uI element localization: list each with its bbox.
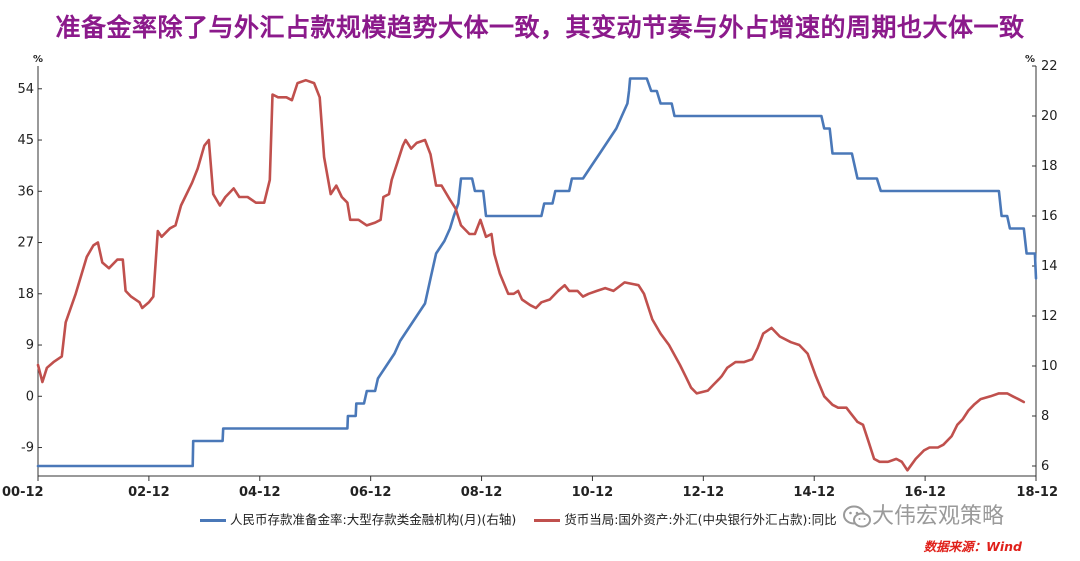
chart-title: 准备金率除了与外汇占款规模趋势大体一致，其变动节奏与外占增速的周期也大体一致 bbox=[55, 13, 1025, 42]
left-tick-label: 36 bbox=[17, 184, 34, 199]
watermark: 大伟宏观策略 bbox=[842, 498, 1004, 530]
left-tick-label: 9 bbox=[26, 338, 34, 353]
right-tick-label: 22 bbox=[1041, 59, 1058, 74]
wechat-icon bbox=[843, 505, 871, 528]
left-tick-label: 45 bbox=[17, 133, 34, 148]
left-tick-label: 27 bbox=[17, 236, 34, 251]
right-tick-label: 16 bbox=[1041, 209, 1058, 224]
watermark-text: 大伟宏观策略 bbox=[872, 504, 1005, 529]
right-tick-label: 12 bbox=[1041, 309, 1058, 324]
legend-label-fx-reserves: 货币当局:国外资产:外汇(中央银行外汇占款):同比 bbox=[564, 512, 837, 527]
right-tick-label: 20 bbox=[1041, 109, 1058, 124]
x-tick-label: 16-12 bbox=[904, 485, 946, 500]
data-source: 数据来源：Wind bbox=[923, 539, 1022, 554]
chart-lines bbox=[36, 77, 1038, 472]
right-tick-label: 6 bbox=[1041, 459, 1049, 474]
x-tick-label: 06-12 bbox=[350, 485, 392, 500]
x-tick-label: 00-12 bbox=[2, 485, 44, 500]
x-tick-label: 14-12 bbox=[793, 485, 835, 500]
legend-item-fx-reserves: 货币当局:国外资产:外汇(中央银行外汇占款):同比 bbox=[534, 509, 837, 528]
left-unit-label: % bbox=[33, 54, 43, 65]
x-tick-label: 04-12 bbox=[239, 485, 281, 500]
legend-label-reserve-ratio: 人民币存款准备金率:大型存款类金融机构(月)(右轴) bbox=[230, 512, 517, 527]
left-tick-label: 18 bbox=[17, 287, 34, 302]
left-tick-label: -9 bbox=[21, 441, 34, 456]
right-unit-label: % bbox=[1025, 54, 1035, 65]
right-tick-label: 18 bbox=[1041, 159, 1058, 174]
chart-axes: % % -9 0 9 18 27 36 45 54 6 8 10 12 14 16 18 20 22 00-12 02-… bbox=[2, 54, 1058, 500]
legend-swatch-red bbox=[534, 519, 561, 522]
left-tick-label: 54 bbox=[17, 82, 34, 97]
series-line-reserve-ratio bbox=[36, 77, 1038, 468]
legend-swatch-blue bbox=[200, 519, 226, 522]
legend-item-reserve-ratio: 人民币存款准备金率:大型存款类金融机构(月)(右轴) bbox=[200, 509, 516, 528]
series-line-fx-reserves bbox=[36, 78, 1026, 472]
x-tick-label: 08-12 bbox=[461, 485, 503, 500]
chart-legend: 人民币存款准备金率:大型存款类金融机构(月)(右轴) 货币当局:国外资产:外汇(… bbox=[200, 509, 850, 531]
x-tick-label: 18-12 bbox=[1016, 485, 1058, 500]
x-tick-label: 10-12 bbox=[572, 485, 614, 500]
x-tick-label: 02-12 bbox=[128, 485, 170, 500]
right-tick-label: 8 bbox=[1041, 409, 1049, 424]
right-tick-label: 10 bbox=[1041, 359, 1058, 374]
right-tick-label: 14 bbox=[1041, 259, 1058, 274]
x-tick-label: 12-12 bbox=[683, 485, 725, 500]
left-tick-label: 0 bbox=[26, 389, 34, 404]
